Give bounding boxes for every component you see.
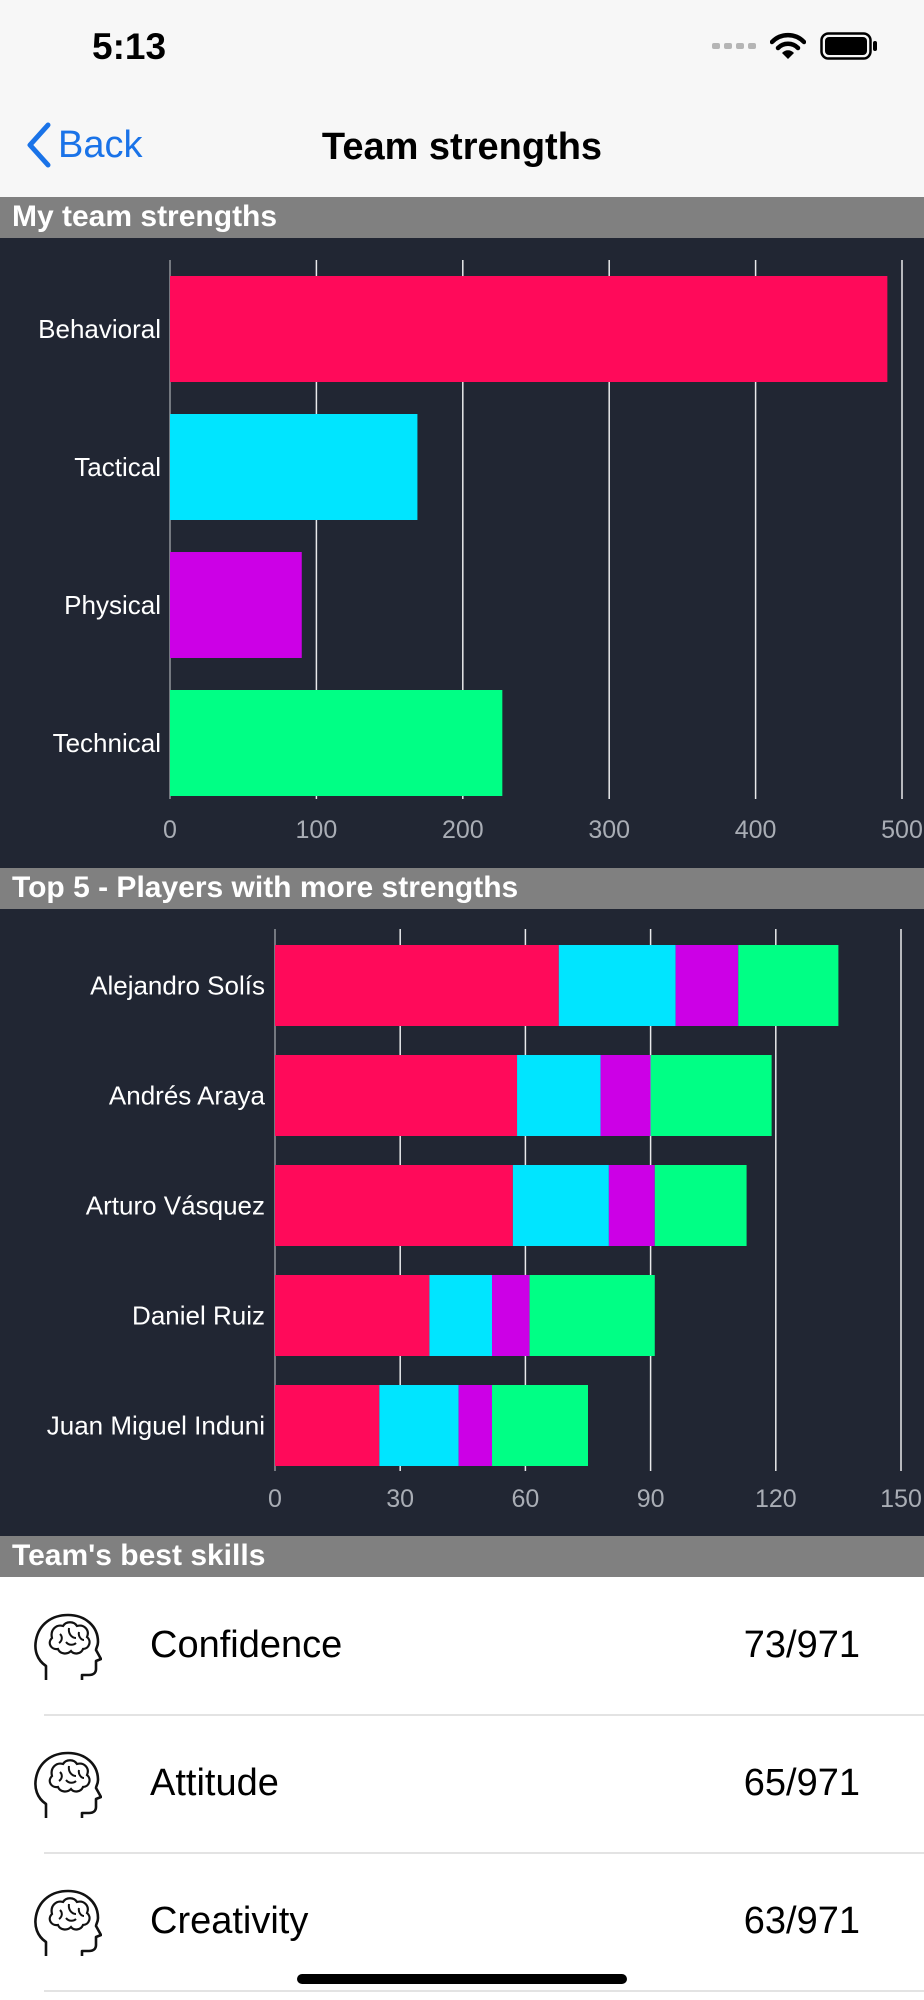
bar-segment [275,1275,430,1356]
skill-value: 63/971 [743,1900,860,1942]
skills-list: Confidence 73/971 Attitude 65/971 Creati… [0,1578,924,1992]
bar-segment [608,1165,655,1246]
x-tick-label: 0 [163,816,177,844]
status-bar: 5:13 [0,0,924,100]
bar-technical [170,690,503,796]
row-divider [44,1852,924,1854]
section-title: Top 5 - Players with more strengths [12,871,519,904]
bar-tactical [170,414,418,520]
bar-segment [275,1165,513,1246]
bar-physical [170,552,302,658]
bar-segment [379,1385,459,1466]
player-name-label: Andrés Araya [109,1081,266,1111]
top-players-chart: 0 30 60 90 120 150 Alejandro Solís Andrés Araya… [0,909,924,1536]
y-category-label: Tactical [74,452,161,482]
x-tick-label: 90 [637,1485,665,1513]
bar-segment [275,945,559,1026]
row-divider [44,1990,924,1992]
section-title: Team's best skills [12,1539,266,1572]
x-tick-label: 120 [755,1485,797,1513]
status-time: 5:13 [92,26,167,67]
brain-head-icon [34,1613,102,1680]
bar-segment [512,1165,609,1246]
player-name-label: Juan Miguel Induni [47,1411,265,1441]
page-title: Team strengths [321,126,603,168]
bar-segment [429,1275,493,1356]
section-title: My team strengths [12,200,278,233]
skill-name: Creativity [150,1900,309,1942]
section-header-team-strengths: My team strengths [0,197,924,238]
x-tick-label: 400 [735,816,777,844]
x-tick-label: 0 [268,1485,282,1513]
chevron-left-icon [27,122,51,168]
bar-segment [275,1385,380,1466]
y-category-label: Technical [53,728,161,758]
bar-segment [492,1385,588,1466]
skill-value: 73/971 [743,1624,860,1666]
skill-value: 65/971 [743,1762,860,1804]
bar-segment [492,1275,530,1356]
bar-segment [558,945,676,1026]
player-name-label: Arturo Vásquez [86,1191,265,1221]
bar-segment [529,1275,655,1356]
skill-row[interactable]: Attitude 65/971 [0,1716,924,1854]
skill-row[interactable]: Creativity 63/971 [0,1854,924,1992]
skill-row[interactable]: Confidence 73/971 [0,1578,924,1716]
x-tick-label: 200 [442,816,484,844]
x-tick-label: 150 [880,1485,922,1513]
bar-segment [517,1055,601,1136]
skill-name: Confidence [150,1624,343,1666]
bar-segment [600,1055,651,1136]
section-header-top-players: Top 5 - Players with more strengths [0,868,924,909]
row-divider [44,1714,924,1716]
bar-segment [458,1385,493,1466]
top-players-svg: 0 30 60 90 120 150 Alejandro Solís Andrés Araya… [47,929,922,1513]
player-name-label: Alejandro Solís [90,971,265,1001]
x-tick-label: 300 [588,816,630,844]
back-button[interactable]: Back [26,122,142,168]
x-tick-label: 500 [881,816,923,844]
bar-segment [650,1055,772,1136]
section-header-best-skills: Team's best skills [0,1536,924,1577]
navigation-bar: Back Team strengths [0,100,924,197]
x-tick-label: 60 [511,1485,539,1513]
bar-segment [275,1055,518,1136]
signal-icon [712,43,756,49]
bar-segment [738,945,839,1026]
brain-head-icon [34,1889,102,1956]
x-tick-label: 30 [386,1485,414,1513]
team-strengths-chart: 0 100 200 300 400 500 Behavioral Tactical Physic… [0,238,924,868]
team-strengths-svg: 0 100 200 300 400 500 Behavioral Tactical Physic… [38,260,923,844]
y-category-label: Physical [64,590,161,620]
wifi-icon [770,32,806,59]
back-label: Back [58,123,143,166]
bar-behavioral [170,276,888,382]
status-icons [712,32,878,60]
bar-segment [654,1165,747,1246]
skill-name: Attitude [150,1762,279,1804]
bar-segment [675,945,739,1026]
brain-head-icon [34,1751,102,1818]
player-name-label: Daniel Ruiz [132,1301,265,1331]
battery-icon [820,32,877,60]
x-tick-label: 100 [296,816,338,844]
home-indicator [297,1974,627,1984]
y-category-label: Behavioral [38,314,161,344]
